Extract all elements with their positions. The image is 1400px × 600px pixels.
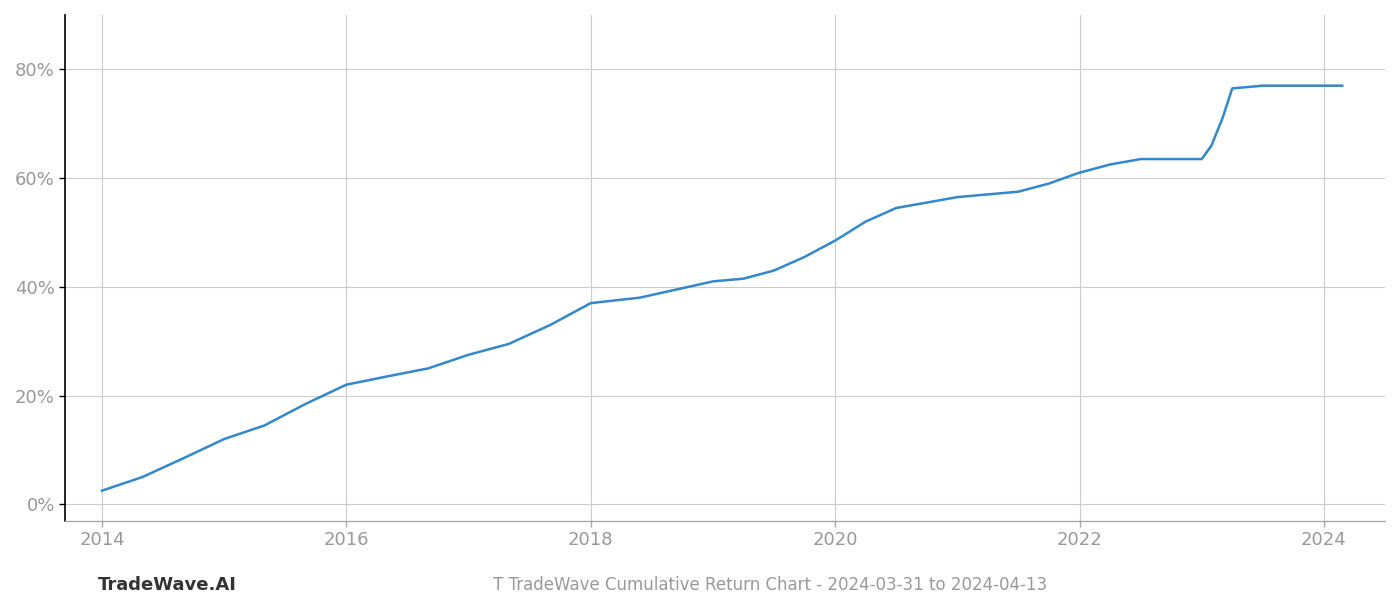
Text: TradeWave.AI: TradeWave.AI — [98, 576, 237, 594]
Text: T TradeWave Cumulative Return Chart - 2024-03-31 to 2024-04-13: T TradeWave Cumulative Return Chart - 20… — [493, 576, 1047, 594]
